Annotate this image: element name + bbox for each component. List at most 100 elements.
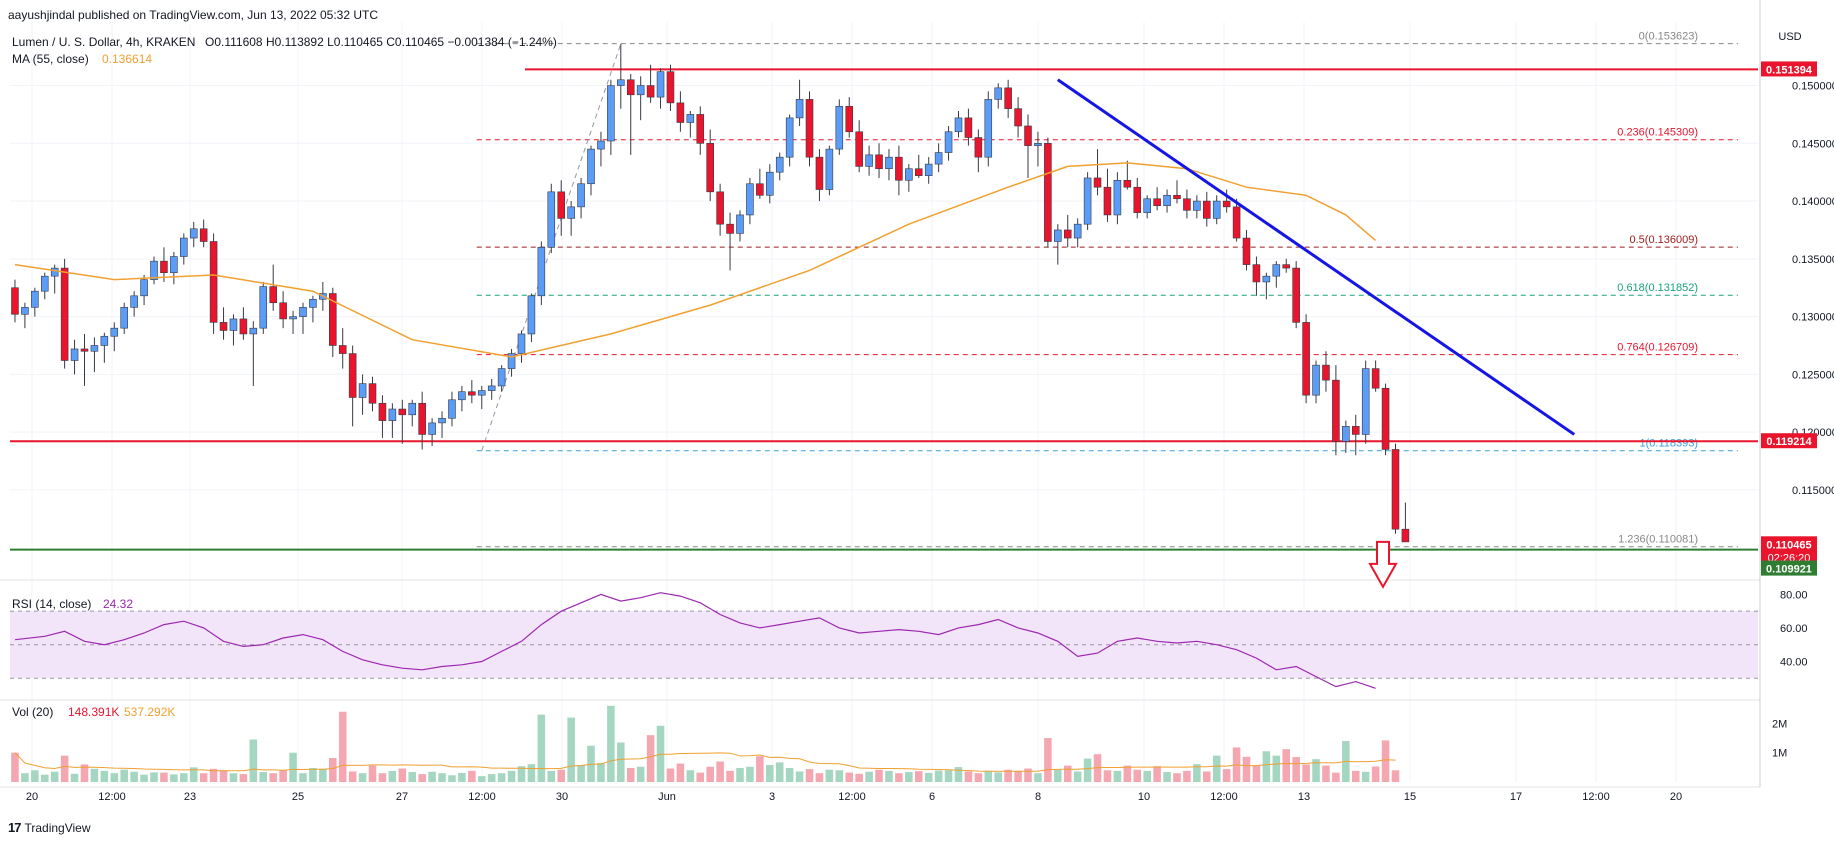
- candle: [229, 318, 238, 331]
- candle: [994, 87, 1002, 100]
- price-tag-label: 0.109921: [1766, 564, 1812, 576]
- volume-bar: [517, 766, 526, 782]
- volume-bar: [1371, 766, 1380, 782]
- volume-bar: [934, 770, 943, 782]
- candle: [696, 114, 705, 144]
- tradingview-logo-text: TradingView: [24, 820, 91, 835]
- candle: [150, 260, 158, 280]
- candle: [219, 322, 228, 331]
- volume-bar: [696, 772, 705, 782]
- volume-bar: [50, 771, 59, 782]
- candle: [1163, 194, 1171, 206]
- candle: [90, 345, 99, 352]
- candle: [249, 327, 258, 335]
- candle: [1322, 364, 1330, 381]
- rsi-tick-label: 80.00: [1780, 589, 1808, 601]
- candle: [438, 417, 446, 424]
- volume-bar: [756, 756, 764, 782]
- candle: [626, 79, 635, 96]
- candle: [825, 148, 834, 190]
- volume-bar: [1252, 765, 1261, 782]
- volume-ma-legend-value: 537.292K: [124, 705, 175, 719]
- volume-bar: [597, 762, 605, 782]
- candle: [1302, 322, 1310, 396]
- volume-bar: [368, 765, 377, 782]
- candle: [1282, 264, 1291, 269]
- x-tick-label: 12:00: [468, 791, 496, 803]
- candle: [577, 183, 585, 208]
- volume-bar: [547, 770, 556, 782]
- volume-bar: [1322, 765, 1330, 782]
- price-tag: [1761, 61, 1817, 77]
- candle: [537, 246, 546, 297]
- volume-bar: [150, 772, 158, 782]
- volume-bar: [348, 771, 357, 782]
- candle: [676, 102, 685, 123]
- rsi-tick-label: 40.00: [1780, 656, 1808, 668]
- volume-bar: [1262, 751, 1271, 782]
- volume-bar: [1073, 771, 1082, 782]
- volume-bar: [1133, 769, 1142, 782]
- candle: [517, 333, 526, 354]
- candle: [1401, 528, 1410, 543]
- candle: [507, 353, 516, 369]
- volume-bar: [716, 761, 724, 782]
- x-tick-label: 12:00: [838, 791, 866, 803]
- volume-bar: [1302, 764, 1310, 782]
- volume-bar: [617, 742, 625, 782]
- candle: [1014, 108, 1022, 127]
- volume-bar: [567, 717, 575, 782]
- candle: [954, 117, 963, 133]
- tradingview-logo[interactable]: 17 TradingView: [8, 820, 91, 835]
- fib-level-label: 1(0.118393): [1639, 438, 1698, 450]
- candle: [130, 295, 138, 308]
- candle: [617, 79, 625, 86]
- volume-bar: [527, 764, 536, 782]
- price-tag-label: 0.110465: [1766, 539, 1811, 551]
- volume-bar: [885, 770, 893, 782]
- candle: [348, 353, 357, 398]
- candle: [160, 260, 168, 274]
- volume-bar: [1242, 756, 1251, 782]
- candle: [50, 267, 59, 277]
- rsi-legend-label: RSI (14, close): [12, 597, 91, 611]
- fib-level-label: 1.236(0.110081): [1618, 534, 1698, 546]
- candle: [299, 307, 307, 317]
- volume-bar: [448, 775, 456, 782]
- volume-bar: [11, 752, 19, 782]
- volume-bar: [418, 774, 426, 782]
- candle: [924, 163, 933, 176]
- candle: [1332, 379, 1340, 442]
- volume-bar: [299, 773, 307, 782]
- volume-bar: [31, 770, 39, 782]
- candle: [557, 191, 565, 219]
- candle: [597, 140, 605, 150]
- volume-bar: [358, 773, 367, 782]
- volume-bar: [924, 772, 933, 782]
- price-tag: [1761, 536, 1817, 565]
- x-tick-label: 27: [396, 791, 408, 803]
- fib-level-label: 0.764(0.126709): [1617, 342, 1698, 354]
- volume-bar: [1014, 771, 1022, 782]
- candle: [1073, 223, 1082, 239]
- candle: [865, 154, 873, 167]
- publisher-line: aayushjindal published on TradingView.co…: [8, 8, 379, 22]
- volume-bar: [1113, 770, 1122, 782]
- volume-bar: [189, 767, 198, 782]
- chart-title: Lumen / U. S. Dollar, 4h, KRAKEN: [12, 35, 195, 49]
- candle: [686, 114, 695, 123]
- volume-bar: [428, 771, 436, 782]
- candle: [1103, 186, 1112, 216]
- tradingview-logo-mark: 17: [8, 820, 22, 835]
- volume-bar: [895, 773, 903, 782]
- volume-bar: [209, 768, 218, 782]
- volume-bar: [309, 767, 317, 782]
- volume-bar: [259, 772, 268, 782]
- volume-bar: [1282, 749, 1291, 782]
- volume-bar: [468, 770, 476, 782]
- candle: [1371, 368, 1380, 389]
- candle: [1133, 186, 1142, 213]
- volume-bar: [338, 711, 347, 782]
- candle: [706, 143, 714, 193]
